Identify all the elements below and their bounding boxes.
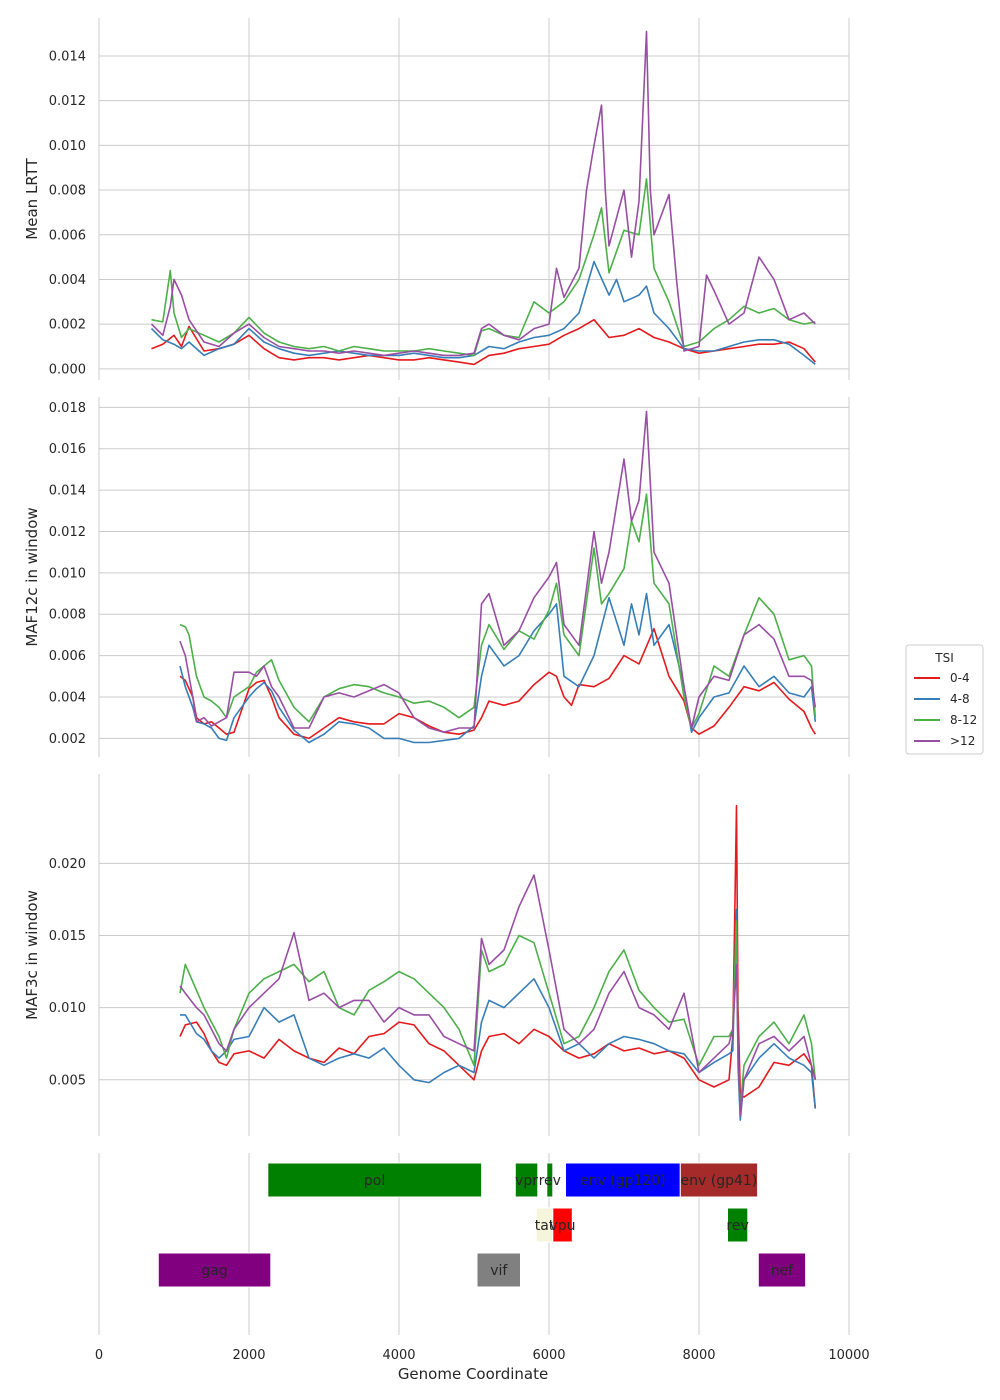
gene-bar-vif: [476, 1252, 521, 1288]
y-tick-label: 0.005: [49, 1073, 86, 1088]
y-tick-label: 0.004: [49, 691, 86, 706]
series-line-gt12: [150, 30, 816, 357]
legend-label-4-8: 4-8: [950, 692, 970, 706]
panel-maf12c-in-window: 0.002 0.004 0.006 0.008 0.010 0.012 0.014 0.016…: [23, 397, 850, 757]
gene-label-env-gp41: env (gp41): [681, 1173, 758, 1189]
y-tick-label: 0.006: [49, 228, 86, 243]
y-axis-label: MAF12c in window: [23, 507, 41, 646]
legend: TSI 0-4 4-8 8-12 >12: [905, 644, 984, 755]
gene-label-vif: vif: [490, 1263, 508, 1279]
gene-label-vpu: vpu: [549, 1218, 575, 1234]
gene-bar-env-gp120: [565, 1162, 681, 1198]
gene-label-rev: rev: [726, 1218, 748, 1234]
gene-label-tat: tat: [535, 1218, 555, 1234]
y-tick-label: 0.012: [49, 94, 86, 109]
gene-label-env-gp120: env (gp120): [580, 1173, 666, 1189]
legend-title: TSI: [934, 651, 954, 665]
gene-label-nef: nef: [771, 1263, 794, 1279]
y-tick-label: 0.010: [49, 566, 86, 581]
y-tick-label: 0.008: [49, 184, 86, 199]
y-tick-label: 0.006: [49, 649, 86, 664]
y-axis-label: MAF3c in window: [23, 890, 41, 1020]
legend-label-0-4: 0-4: [950, 671, 970, 685]
gene-bar-pol: [267, 1162, 483, 1198]
x-tick-label: 10000: [828, 1348, 869, 1363]
x-tick-label: 2000: [232, 1348, 265, 1363]
gene-bar-rev: [727, 1207, 749, 1243]
y-tick-label: 0.018: [49, 401, 86, 416]
gene-bar-env-gp41: [679, 1162, 759, 1198]
x-tick-label: 6000: [532, 1348, 565, 1363]
series-line-8-12: [179, 493, 817, 729]
x-axis-label: Genome Coordinate: [398, 1365, 548, 1383]
gene-label-pol: pol: [364, 1173, 385, 1189]
legend-label-8-12: 8-12: [950, 713, 977, 727]
y-tick-label: 0.014: [49, 49, 86, 64]
series-line-0-4: [151, 318, 816, 366]
y-axis-label: Mean LRTT: [23, 157, 41, 239]
y-tick-label: 0.000: [49, 362, 86, 377]
y-tick-label: 0.010: [49, 139, 86, 154]
x-tick-label: 4000: [382, 1348, 415, 1363]
y-tick-label: 0.008: [49, 608, 86, 623]
gene-bar-gag: [157, 1252, 272, 1288]
y-tick-label: 0.002: [49, 318, 86, 333]
series-line-gt12: [179, 874, 817, 1117]
x-tick-label: 0: [95, 1348, 103, 1363]
gene-bar-rev: [546, 1162, 554, 1198]
y-tick-label: 0.002: [49, 732, 86, 747]
y-tick-label: 0.010: [49, 1001, 86, 1016]
gene-label-rev: rev: [539, 1173, 561, 1189]
series-line-0-4: [179, 804, 817, 1109]
y-tick-label: 0.015: [49, 929, 86, 944]
gene-bar-vpr: [514, 1162, 539, 1198]
gene-label-gag: gag: [201, 1263, 227, 1279]
y-tick-label: 0.004: [49, 273, 86, 288]
panel-maf3c-in-window: 0.005 0.010 0.015 0.020 MAF3c in window: [23, 774, 850, 1136]
y-tick-label: 0.014: [49, 484, 86, 499]
gene-label-vpr: vpr: [515, 1173, 538, 1189]
gene-bar-nef: [757, 1252, 807, 1288]
series-line-0-4: [179, 627, 816, 740]
y-tick-label: 0.020: [49, 857, 86, 872]
x-tick-label: 8000: [682, 1348, 715, 1363]
series-line-gt12: [179, 410, 817, 734]
series-line-4-8: [150, 260, 816, 366]
y-tick-label: 0.012: [49, 525, 86, 540]
legend-label-gt12: >12: [950, 734, 975, 748]
series-line-4-8: [179, 592, 817, 744]
y-tick-label: 0.016: [49, 442, 86, 457]
panel-mean-lrtt: 0.000 0.002 0.004 0.006 0.008 0.010 0.012 0.014…: [23, 18, 850, 380]
gene-bar-vpu: [552, 1207, 573, 1243]
